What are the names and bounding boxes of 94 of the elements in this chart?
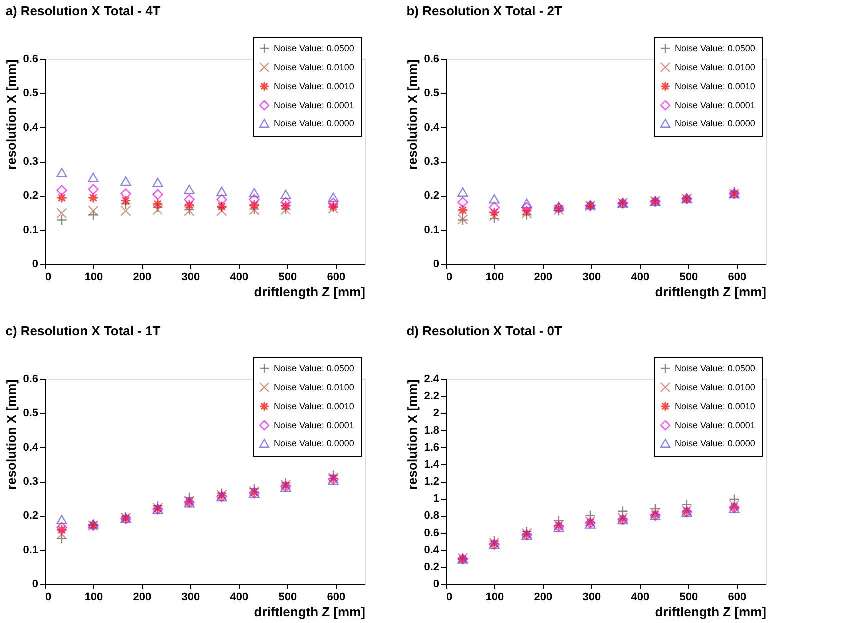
x-axis-title: driftlength Z [mm] [655, 284, 766, 300]
chart-title: b) Resolution X Total - 2T [406, 4, 563, 18]
legend-label: Noise Value: 0.0000 [675, 118, 756, 128]
legend-label: Noise Value: 0.0500 [274, 44, 354, 54]
legend-label: Noise Value: 0.0000 [675, 438, 756, 448]
y-axis-title: resolution X [mm] [4, 60, 20, 170]
x-axis-title: driftlength Z [mm] [254, 284, 366, 300]
y-tick-label: 0 [433, 258, 440, 270]
legend-label: Noise Value: 0.0000 [274, 118, 354, 128]
y-tick-label: 1.8 [424, 424, 440, 437]
legend-label: Noise Value: 0.0100 [675, 62, 756, 72]
x-tick-label: 0 [446, 592, 453, 604]
y-tick-label: 1.2 [424, 476, 440, 488]
y-tick-label: 0 [32, 258, 38, 270]
y-tick-label: 1.6 [424, 442, 440, 454]
x-tick-label: 600 [728, 592, 747, 604]
y-tick-label: 0.4 [23, 122, 40, 134]
y-tick-label: 0.1 [23, 544, 38, 556]
y-tick-label: 2 [433, 408, 440, 420]
y-tick-label: 0.5 [424, 88, 440, 100]
y-tick-label: 0 [32, 578, 38, 590]
legend-label: Noise Value: 0.0010 [675, 82, 756, 92]
y-axis-title: resolution X [mm] [4, 380, 20, 490]
y-tick-label: 0.4 [424, 122, 440, 134]
legend-label: Noise Value: 0.0100 [274, 62, 354, 72]
x-tick-label: 200 [133, 272, 152, 284]
x-tick-label: 0 [446, 272, 453, 284]
x-tick-label: 400 [631, 272, 650, 284]
legend-label: Noise Value: 0.0500 [675, 44, 756, 54]
x-tick-label: 500 [680, 592, 698, 604]
x-tick-label: 500 [278, 272, 298, 284]
x-tick-label: 500 [680, 272, 698, 284]
legend-label: Noise Value: 0.0010 [274, 402, 354, 412]
x-tick-label: 200 [133, 592, 152, 604]
y-tick-label: 0.5 [23, 408, 38, 420]
y-tick-label: 0.5 [23, 88, 38, 100]
y-tick-label: 0.6 [23, 374, 38, 386]
y-tick-label: 2.4 [424, 374, 440, 386]
y-axis-title: resolution X [mm] [405, 60, 420, 170]
y-tick-label: 0.6 [424, 527, 440, 540]
legend-label: Noise Value: 0.0001 [675, 100, 756, 110]
x-tick-label: 100 [486, 272, 504, 284]
y-tick-label: 0.6 [424, 54, 440, 66]
y-tick-label: 2.2 [424, 390, 440, 403]
x-tick-label: 400 [230, 592, 249, 604]
legend-label: Noise Value: 0.0001 [274, 420, 354, 430]
x-axis-title: driftlength Z [mm] [655, 604, 766, 620]
chart-title: d) Resolution X Total - 0T [406, 324, 563, 338]
legend-label: Noise Value: 0.0001 [274, 100, 354, 110]
x-tick-label: 100 [84, 272, 104, 284]
y-tick-label: 0.1 [424, 224, 440, 236]
y-tick-label: 0.6 [23, 54, 38, 66]
y-tick-label: 0.2 [23, 190, 38, 202]
x-tick-label: 300 [582, 592, 602, 604]
legend-label: Noise Value: 0.0000 [274, 438, 354, 448]
x-tick-label: 100 [84, 592, 104, 604]
y-tick-label: 0.4 [23, 442, 40, 454]
x-tick-label: 0 [46, 592, 52, 604]
x-tick-label: 300 [582, 272, 602, 284]
y-tick-label: 0.3 [424, 156, 440, 168]
x-tick-label: 500 [278, 592, 298, 604]
y-tick-label: 0.2 [424, 561, 440, 574]
x-tick-label: 600 [728, 272, 747, 284]
y-tick-label: 0.4 [424, 544, 440, 556]
x-tick-label: 200 [534, 272, 553, 284]
y-tick-label: 1 [433, 493, 440, 506]
x-tick-label: 400 [230, 272, 249, 284]
x-tick-label: 600 [327, 272, 346, 284]
x-tick-label: 300 [182, 592, 200, 604]
x-tick-label: 200 [534, 592, 553, 604]
legend-label: Noise Value: 0.0500 [274, 364, 354, 374]
x-tick-label: 100 [486, 592, 504, 604]
y-tick-label: 0 [433, 578, 440, 590]
x-tick-label: 0 [46, 272, 52, 284]
y-tick-label: 1.4 [424, 458, 440, 471]
y-axis-title: resolution X [mm] [405, 380, 420, 490]
x-tick-label: 600 [327, 592, 346, 604]
legend-label: Noise Value: 0.0500 [675, 364, 756, 374]
x-tick-label: 400 [631, 592, 650, 604]
x-axis-title: driftlength Z [mm] [254, 604, 366, 620]
y-tick-label: 0.8 [424, 510, 440, 522]
legend-label: Noise Value: 0.0010 [675, 402, 756, 412]
y-tick-label: 0.1 [23, 224, 38, 236]
y-tick-label: 0.3 [23, 476, 38, 488]
legend-label: Noise Value: 0.0001 [675, 420, 756, 430]
chart-title: a) Resolution X Total - 4T [6, 4, 161, 18]
legend-label: Noise Value: 0.0010 [274, 82, 354, 92]
x-tick-label: 300 [182, 272, 200, 284]
y-tick-label: 0.3 [23, 156, 38, 168]
chart-title: c) Resolution X Total - 1T [6, 324, 161, 338]
y-tick-label: 0.2 [23, 510, 38, 522]
y-tick-label: 0.2 [424, 190, 440, 202]
legend-label: Noise Value: 0.0100 [675, 382, 756, 392]
legend-label: Noise Value: 0.0100 [274, 382, 354, 392]
